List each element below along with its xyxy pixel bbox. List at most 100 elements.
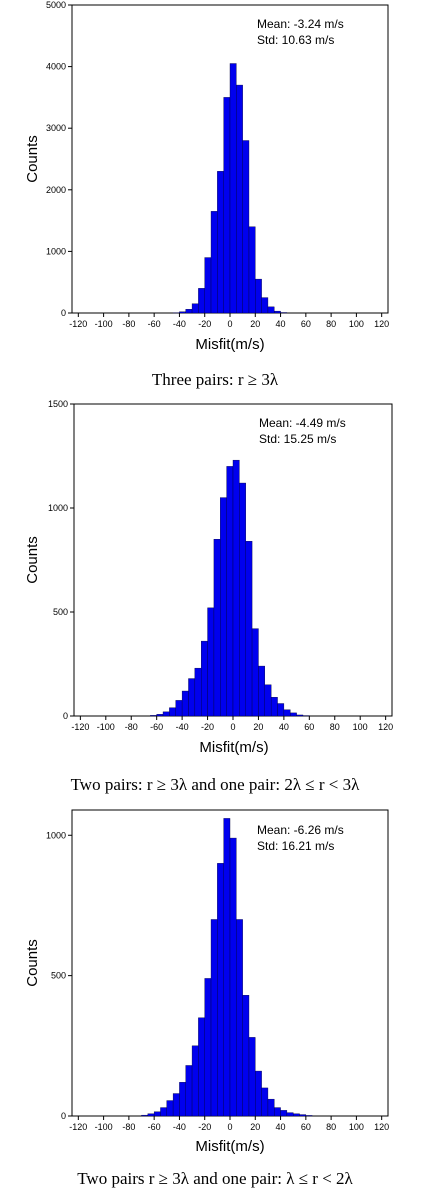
y-tick-label: 1500	[48, 399, 68, 409]
histogram-bar	[207, 607, 215, 717]
x-tick-label: 40	[279, 722, 289, 732]
y-tick-label: 1000	[46, 246, 66, 256]
histogram-bar	[175, 700, 183, 717]
histogram-bar	[204, 978, 212, 1117]
histogram-bar	[248, 226, 256, 314]
histogram-bar	[270, 697, 278, 717]
x-tick-label: -100	[97, 722, 115, 732]
histogram-bar	[226, 466, 234, 717]
x-tick-label: -60	[148, 319, 161, 329]
histogram-bar	[150, 715, 157, 717]
histogram-bar	[267, 1098, 275, 1117]
histogram-bar	[198, 1017, 205, 1117]
y-tick-label: 500	[51, 971, 66, 981]
y-axis-ticks: 0 1000 2000 3000 4000 5000	[46, 0, 72, 318]
histogram-bar	[141, 1114, 149, 1117]
y-tick-label: 5000	[46, 0, 66, 10]
histogram-bar	[220, 497, 227, 717]
histogram-bar	[172, 1093, 180, 1117]
histogram-bar	[160, 1107, 167, 1117]
x-tick-label: 60	[301, 1122, 311, 1132]
x-tick-label: 0	[230, 722, 235, 732]
histogram-bar	[156, 714, 164, 717]
histogram-bar	[248, 1037, 256, 1117]
histogram-bar	[179, 311, 186, 314]
histogram-bar	[181, 690, 189, 717]
histogram-bar	[210, 211, 218, 314]
panel-caption: Two pairs r ≥ 3λ and one pair: λ ≤ r < 2…	[77, 1169, 353, 1188]
histogram-bar	[258, 665, 266, 717]
y-tick-label: 500	[53, 607, 68, 617]
histogram-bar	[245, 541, 253, 717]
mean-annotation: Mean: -4.49 m/s	[259, 416, 346, 430]
histogram-bar	[305, 1115, 313, 1117]
y-tick-label: 1000	[48, 503, 68, 513]
x-tick-label: 20	[253, 722, 263, 732]
x-tick-label: -80	[122, 1122, 135, 1132]
x-tick-label: -120	[69, 319, 87, 329]
histogram-bar	[210, 919, 218, 1117]
histogram-bar	[147, 1113, 155, 1117]
histogram-bar	[185, 1065, 193, 1117]
x-tick-label: 120	[374, 1122, 389, 1132]
histogram-bar	[185, 309, 193, 314]
mean-annotation: Mean: -6.26 m/s	[257, 823, 344, 837]
histogram-bar	[229, 63, 237, 314]
histogram-bar	[223, 818, 231, 1117]
histogram-bar	[267, 306, 275, 314]
x-axis-label: Misfit(m/s)	[195, 1138, 264, 1155]
x-tick-label: 80	[326, 319, 336, 329]
histogram-bar	[200, 640, 208, 717]
x-tick-label: -20	[201, 722, 214, 732]
histogram-bar	[290, 712, 297, 717]
histogram-bar	[277, 703, 285, 717]
x-tick-label: 20	[250, 319, 260, 329]
histogram-bar	[261, 297, 269, 314]
histogram-bars	[150, 459, 310, 717]
x-tick-label: -60	[148, 1122, 161, 1132]
y-tick-label: 0	[63, 711, 68, 721]
histogram-bar	[274, 310, 281, 314]
histogram-bar	[179, 1082, 186, 1117]
x-tick-label: 80	[326, 1122, 336, 1132]
x-tick-label: 60	[304, 722, 314, 732]
histogram-bar	[296, 714, 304, 717]
x-tick-label: 100	[349, 319, 364, 329]
x-axis-ticks: -120 -100 -80 -60 -40 -20 0 20 40 60 80 100 120	[69, 313, 389, 329]
histogram-bar	[217, 863, 224, 1117]
x-tick-label: 60	[301, 319, 311, 329]
histogram-bar	[166, 1100, 174, 1117]
histogram-bar	[191, 303, 199, 314]
y-axis-ticks: 0 500 1000 1500	[48, 399, 74, 721]
x-tick-label: 40	[276, 1122, 286, 1132]
x-tick-label: 40	[276, 319, 286, 329]
x-tick-label: -20	[198, 1122, 211, 1132]
histogram-bar	[286, 1112, 294, 1117]
x-tick-label: 100	[353, 722, 368, 732]
histogram-bar	[153, 1111, 161, 1117]
x-tick-label: 20	[250, 1122, 260, 1132]
panel-caption: Three pairs: r ≥ 3λ	[152, 370, 279, 389]
histogram-bar	[264, 684, 272, 717]
histogram-bars	[172, 63, 288, 314]
x-axis-ticks: -120 -100 -80 -60 -40 -20 0 20 40 60 80 100 120	[71, 716, 393, 732]
mean-annotation: Mean: -3.24 m/s	[257, 17, 344, 31]
histogram-bar	[299, 1114, 307, 1117]
x-tick-label: 120	[378, 722, 393, 732]
histogram-bar	[236, 84, 243, 314]
histogram-bar	[236, 919, 243, 1117]
y-tick-label: 0	[61, 1111, 66, 1121]
x-tick-label: -40	[176, 722, 189, 732]
x-axis-label: Misfit(m/s)	[199, 739, 268, 756]
x-tick-label: -40	[173, 1122, 186, 1132]
histogram-bar	[204, 257, 212, 314]
y-tick-label: 1000	[46, 830, 66, 840]
x-axis-label: Misfit(m/s)	[195, 336, 264, 353]
histogram-bar	[169, 707, 176, 717]
y-axis-label: Counts	[24, 536, 41, 584]
histogram-panel-3: -120 -100 -80 -60 -40 -20 0 20 40 60 80 100 120 0 500…	[24, 809, 389, 1188]
histogram-bar	[213, 539, 221, 717]
histogram-bar	[217, 171, 224, 314]
histogram-bar	[251, 628, 259, 717]
